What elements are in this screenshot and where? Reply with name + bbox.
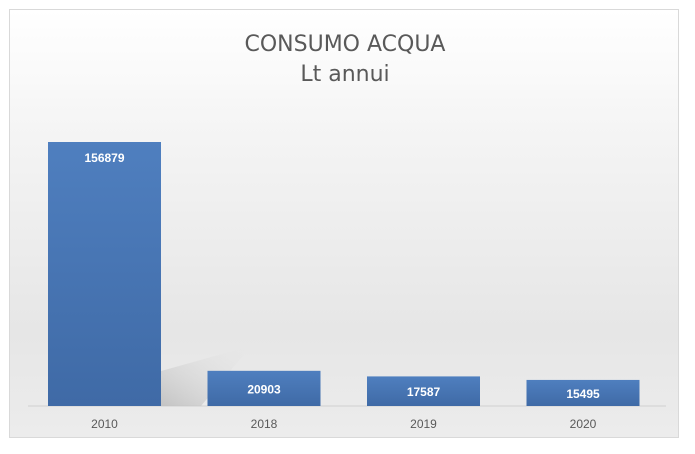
x-tick-label-2018: 2018: [251, 417, 278, 431]
data-label-2010: 156879: [84, 151, 124, 165]
x-tick-label-2020: 2020: [570, 417, 597, 431]
bar-shadow: [161, 346, 251, 406]
bar-2020: [526, 379, 640, 406]
chart-title: CONSUMO ACQUA: [244, 32, 446, 57]
data-label-2018: 20903: [247, 382, 281, 396]
bar-2010: [48, 142, 161, 406]
bar-2018: [207, 370, 321, 406]
data-label-2019: 17587: [407, 385, 441, 399]
bar-2019: [367, 376, 480, 406]
x-tick-label-2010: 2010: [91, 417, 118, 431]
data-label-2020: 15495: [566, 387, 600, 401]
x-tick-label-2019: 2019: [410, 417, 437, 431]
chart-subtitle: Lt annui: [300, 62, 390, 87]
